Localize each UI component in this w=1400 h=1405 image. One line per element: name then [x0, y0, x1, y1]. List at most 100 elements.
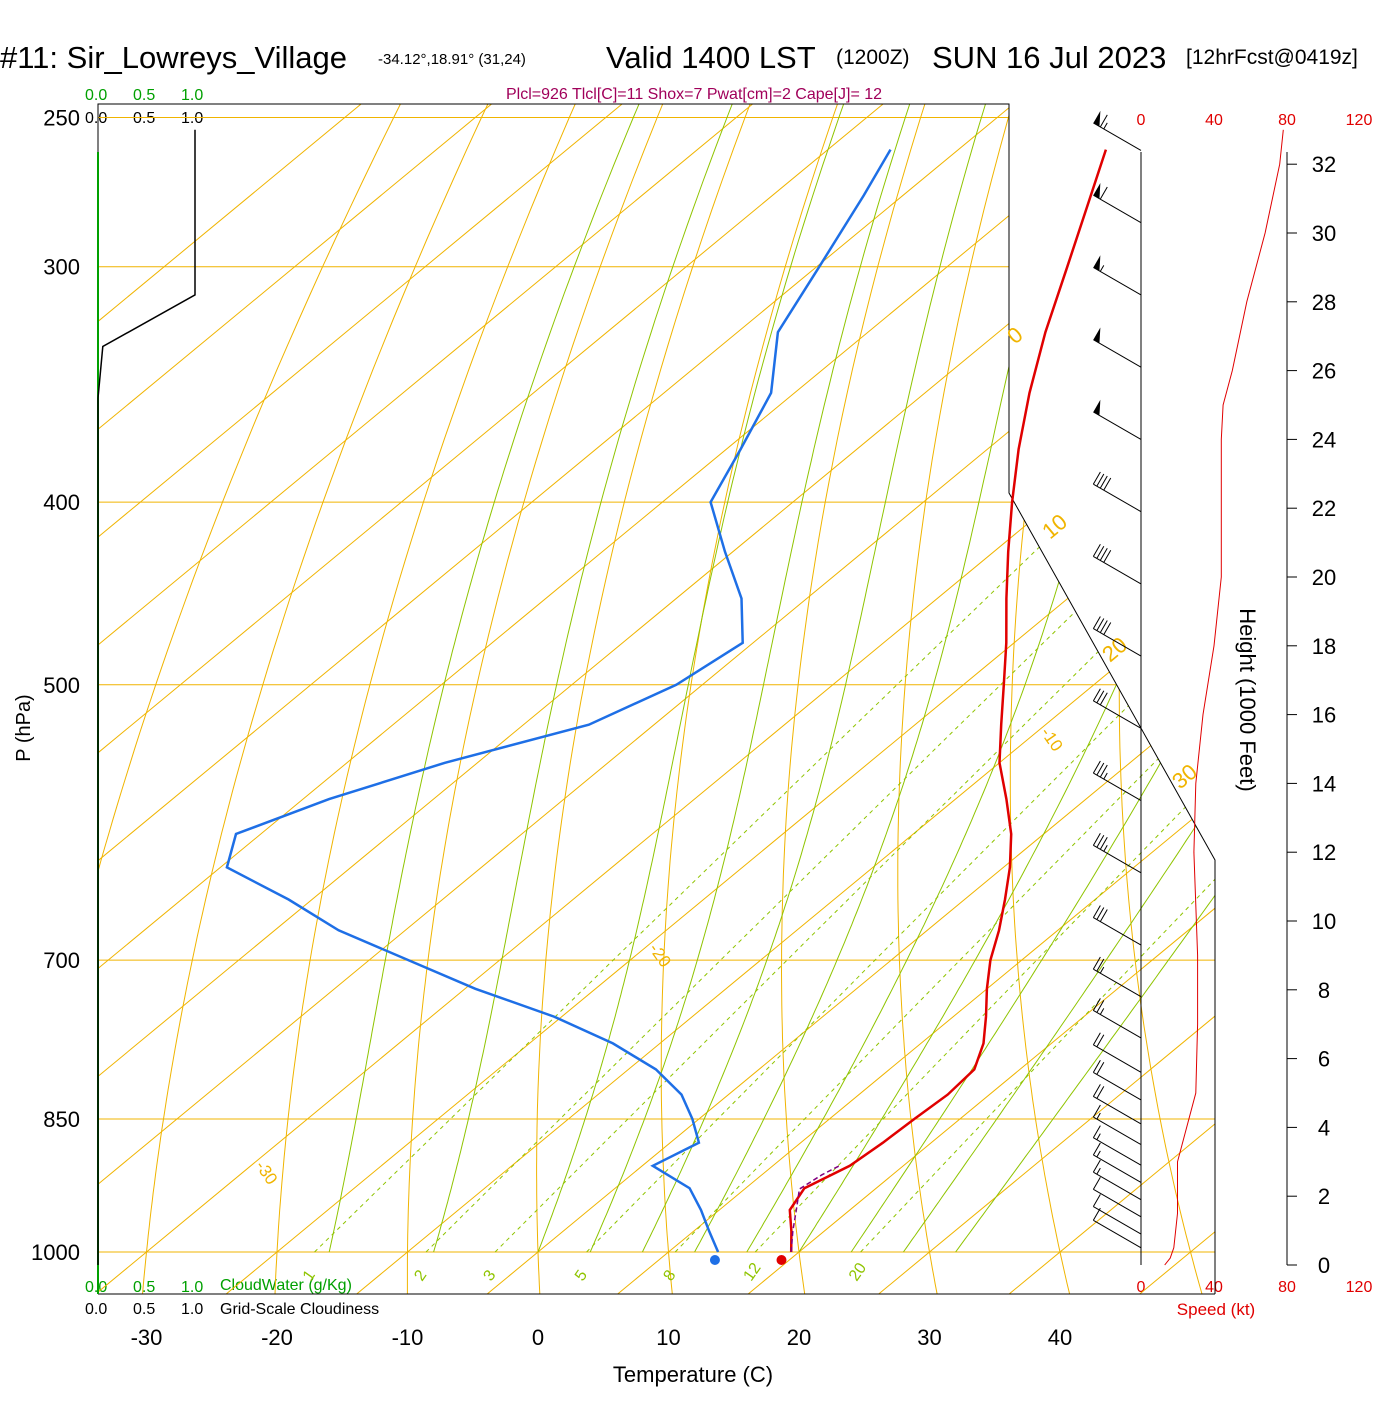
height-tick-label: 20: [1312, 565, 1336, 590]
height-tick-label: 30: [1312, 221, 1336, 246]
mixing-ratio-label: 12: [741, 1260, 765, 1284]
moist-adiabat: [433, 104, 803, 1253]
mixing-ratio-line-20: [860, 501, 1215, 1253]
dry-adiabat: [273, 104, 654, 1294]
valid-time: Valid 1400 LST: [606, 40, 816, 75]
wind-barb: [1092, 998, 1142, 1039]
wind-barb: [1092, 471, 1142, 513]
wind-barb: [1092, 1125, 1142, 1166]
wind-barb: [1092, 956, 1142, 998]
isotherm--70: [98, 104, 1063, 1294]
speed-tick-bottom-2: 80: [1278, 1279, 1296, 1296]
mixing-ratio-line-1: [314, 501, 1087, 1253]
wind-speed-profile: [1164, 129, 1284, 1266]
cloudiness-tick-top-1: 0.5: [133, 110, 155, 127]
pressure-tick-label: 1000: [31, 1240, 80, 1265]
pressure-tick-label: 300: [43, 255, 80, 280]
moist-adiabat: [902, 104, 1215, 1253]
wind-barb: [1092, 544, 1142, 585]
wind-barb: [1092, 688, 1142, 729]
surface-temperature-dot: [776, 1255, 787, 1265]
temperature-profile: [788, 149, 1108, 1253]
moist-adiabat: [641, 104, 1042, 1253]
speed-tick-bottom-0: 0: [1137, 1279, 1146, 1296]
y-axis-label: P (hPa): [13, 694, 35, 761]
stability-indices: Plcl=926 Tlcl[C]=11 Shox=7 Pwat[cm]=2 Ca…: [506, 86, 882, 103]
temperature-tick-label: -20: [261, 1325, 293, 1350]
mixing-ratio-label: 20: [846, 1260, 870, 1284]
wind-barb: [1093, 110, 1142, 151]
height-tick-label: 32: [1312, 152, 1336, 177]
dry-adiabat: [536, 104, 819, 1294]
speed-tick-bottom-1: 40: [1205, 1279, 1223, 1296]
height-tick-label: 14: [1312, 771, 1336, 796]
isotherm--110: [98, 104, 541, 1294]
wind-barb: [1092, 760, 1142, 802]
isotherm--100: [98, 104, 671, 1294]
isotherm--90: [98, 104, 802, 1294]
adiabat-label: 20: [1097, 632, 1132, 667]
pressure-tick-label: 700: [43, 948, 80, 973]
speed-tick-top-0: 0: [1137, 112, 1146, 129]
height-tick-label: 10: [1312, 909, 1336, 934]
adiabat-label: 10: [1037, 509, 1072, 544]
isotherm--10: [283, 104, 1215, 1294]
mixing-ratio-line-3: [494, 501, 1215, 1253]
dewpoint-profile: [225, 148, 892, 1253]
wind-barb: [1092, 1084, 1142, 1125]
wind-barb: [1093, 255, 1142, 296]
mixing-ratio-line-8: [674, 501, 1215, 1253]
thermo-grid: [98, 0, 1400, 1315]
dry-adiabat: [1009, 104, 1148, 1294]
cloudwater-tick-top-2: 1.0: [181, 87, 203, 104]
pressure-tick-label: 250: [43, 106, 80, 131]
wind-barb: [1092, 616, 1142, 657]
height-tick-label: 22: [1312, 496, 1336, 521]
zulu-time: (1200Z): [836, 46, 910, 69]
pressure-tick-label: 850: [43, 1107, 80, 1132]
cloudwater-tick-top-1: 0.5: [133, 87, 155, 104]
dry-adiabat: [1327, 0, 1400, 1315]
cloudiness-tick-top-2: 1.0: [181, 110, 203, 127]
cloudiness-tick-top-0: 0.0: [85, 110, 107, 127]
parcel-trace: [790, 1165, 840, 1253]
moist-adiabat: [328, 104, 715, 1253]
isotherm-30: [805, 104, 1215, 1294]
dry-adiabat: [406, 104, 736, 1294]
surface-dewpoint-dot: [709, 1255, 720, 1265]
moist-adiabat: [798, 104, 1215, 1253]
isotherm--80: [98, 104, 932, 1294]
wind-barb: [1092, 1142, 1142, 1183]
forecast-cycle: [12hrFcst@0419z]: [1186, 46, 1358, 69]
plot-frame: [97, 103, 1216, 1294]
moist-adiabat: [746, 104, 1215, 1253]
temperature-tick-label: 30: [917, 1325, 941, 1350]
cloudiness-tick-bottom-2: 1.0: [181, 1301, 203, 1318]
moist-adiabat: [537, 104, 908, 1253]
height-tick-label: 12: [1312, 840, 1336, 865]
wind-barb: [1092, 905, 1142, 946]
dry-adiabat: [897, 104, 1066, 1294]
temperature-tick-label: 20: [787, 1325, 811, 1350]
height-tick-label: 2: [1318, 1184, 1330, 1209]
dry-adiabat: [780, 104, 984, 1294]
wind-barb: [1092, 832, 1142, 874]
mixing-ratio-line-2: [425, 501, 1188, 1253]
temperature-tick-label: 0: [532, 1325, 544, 1350]
moist-adiabat: [589, 104, 971, 1253]
cloudiness-tick-bottom-1: 0.5: [133, 1301, 155, 1318]
cloudwater-tick-top-0: 0.0: [85, 87, 107, 104]
cloudwater-tick-bottom-0: 0.0: [85, 1279, 107, 1296]
wind-barb: [1093, 327, 1142, 368]
isotherm-20: [675, 104, 1215, 1294]
temperature-tick-label: -30: [131, 1325, 163, 1350]
wind-barb: [1092, 1207, 1142, 1249]
speed-tick-top-2: 80: [1278, 112, 1296, 129]
height-tick-label: 0: [1318, 1253, 1330, 1278]
station-title: #11: Sir_Lowreys_Village: [0, 40, 347, 75]
speed-tick-bottom-3: 120: [1346, 1279, 1373, 1296]
cloudiness-profile: [97, 129, 196, 1265]
height-axis-label: Height (1000 Feet): [1235, 608, 1260, 791]
height-tick-label: 18: [1312, 634, 1336, 659]
